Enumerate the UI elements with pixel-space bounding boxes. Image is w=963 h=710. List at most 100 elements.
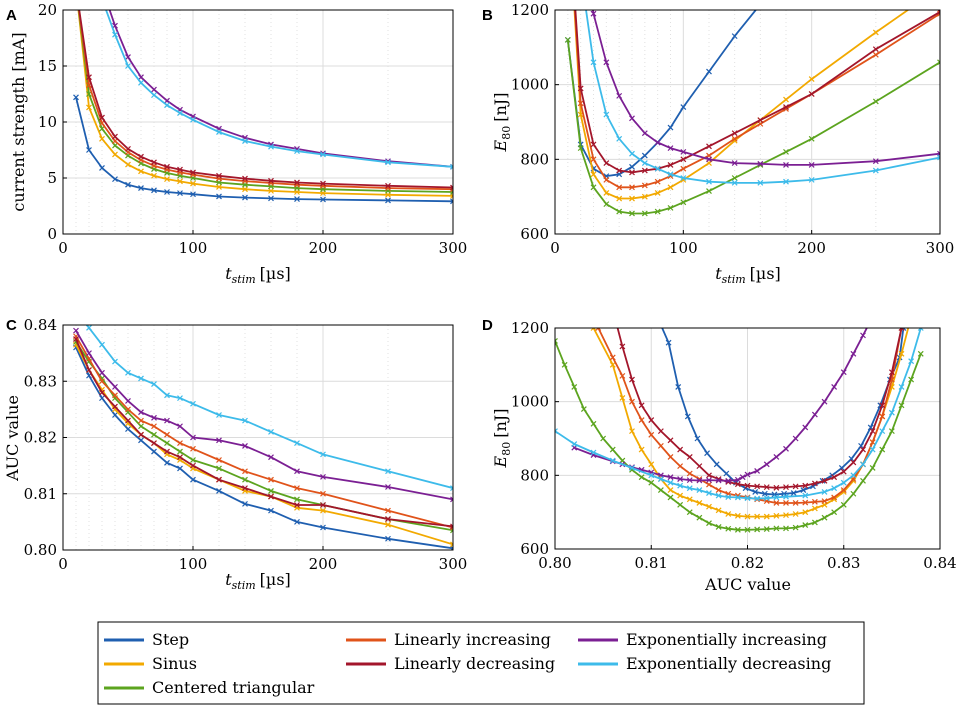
- data-point-step-c: [216, 488, 222, 494]
- data-point-exponentially-increasing-d: [783, 445, 789, 452]
- data-point-linearly-decreasing-b: [629, 169, 635, 176]
- data-point-centered-triangular-d: [706, 520, 712, 527]
- data-point-exponentially-decreasing-b: [937, 154, 940, 161]
- data-point-linearly-decreasing-d: [888, 369, 895, 376]
- data-point-step-d: [723, 470, 730, 477]
- data-point-exponentially-decreasing-d: [879, 428, 886, 435]
- data-point-centered-triangular-c: [268, 488, 274, 494]
- data-point-linearly-decreasing-c: [177, 454, 183, 461]
- data-point-exponentially-decreasing-c: [385, 468, 391, 475]
- data-point-step-d: [694, 435, 701, 442]
- data-point-exponentially-increasing-b: [680, 148, 687, 155]
- data-point-centered-triangular-a: [99, 125, 105, 132]
- data-point-centered-triangular-d: [763, 526, 770, 533]
- data-point-linearly-decreasing-c: [385, 516, 391, 522]
- data-point-linearly-decreasing-b: [680, 156, 687, 163]
- data-point-centered-triangular-d: [555, 337, 558, 344]
- data-point-linearly-increasing-d: [821, 498, 828, 505]
- data-point-step-b: [680, 104, 687, 110]
- data-point-centered-triangular-d: [754, 526, 761, 533]
- axis-label-y-d: E80[nJ]: [491, 409, 513, 469]
- data-point-exponentially-decreasing-d: [908, 358, 915, 365]
- data-point-step-c: [112, 412, 118, 418]
- data-point-linearly-decreasing-c: [216, 476, 222, 483]
- data-point-sinus-b: [603, 190, 610, 196]
- data-point-step-d: [652, 307, 657, 312]
- data-point-step-c: [151, 448, 157, 455]
- data-point-exponentially-increasing-d: [667, 474, 674, 481]
- data-point-centered-triangular-d: [811, 519, 818, 526]
- data-point-exponentially-decreasing-c: [268, 428, 274, 435]
- data-point-exponentially-decreasing-b: [616, 135, 623, 142]
- data-point-sinus-d: [629, 428, 635, 435]
- svg-text:Linearly decreasing: Linearly decreasing: [394, 654, 555, 673]
- data-point-linearly-increasing-b: [731, 135, 738, 142]
- data-point-exponentially-decreasing-a: [216, 129, 222, 136]
- data-point-linearly-increasing-d: [686, 470, 693, 477]
- data-point-centered-triangular-d: [908, 376, 915, 383]
- tick-label-y-c: 0.81: [24, 485, 57, 503]
- series-line-exponentially-increasing-b: [591, 10, 940, 166]
- data-point-linearly-decreasing-a: [268, 177, 274, 184]
- data-point-linearly-decreasing-c: [151, 440, 157, 447]
- data-point-exponentially-decreasing-a: [268, 143, 274, 150]
- data-point-sinus-d: [667, 487, 674, 493]
- data-point-step-a: [73, 94, 79, 101]
- data-point-exponentially-increasing-d: [870, 314, 875, 319]
- data-point-linearly-increasing-d: [706, 481, 712, 488]
- data-point-exponentially-decreasing-b: [706, 178, 712, 185]
- svg-text:Exponentially decreasing: Exponentially decreasing: [626, 654, 831, 673]
- data-point-centered-triangular-b: [641, 210, 648, 217]
- data-point-centered-triangular-d: [580, 406, 587, 412]
- data-point-linearly-decreasing-d: [840, 468, 847, 475]
- data-point-step-a: [138, 185, 144, 192]
- data-point-centered-triangular-d: [831, 509, 838, 516]
- data-point-sinus-a: [112, 151, 118, 158]
- legend-item-step: Step: [104, 630, 189, 649]
- data-point-linearly-decreasing-d: [860, 446, 866, 453]
- data-point-linearly-decreasing-d: [773, 484, 780, 491]
- data-point-exponentially-increasing-d: [739, 474, 746, 481]
- data-point-linearly-increasing-d: [657, 442, 664, 449]
- data-point-linearly-increasing-b: [629, 184, 635, 191]
- series-group-c: [73, 325, 453, 550]
- panel-letter-a: A: [6, 7, 17, 24]
- data-point-centered-triangular-d: [783, 525, 789, 532]
- data-point-linearly-decreasing-b: [872, 46, 879, 53]
- svg-text:Sinus: Sinus: [152, 654, 197, 673]
- data-point-linearly-decreasing-c: [99, 389, 105, 396]
- data-point-exponentially-increasing-d: [734, 476, 741, 483]
- tick-label-x-a: 100: [179, 239, 208, 257]
- svg-text:Step: Step: [152, 630, 189, 649]
- data-point-linearly-decreasing-c: [86, 367, 92, 373]
- data-point-linearly-decreasing-c: [450, 523, 453, 530]
- data-point-step-c: [164, 459, 170, 466]
- data-point-linearly-increasing-d: [677, 463, 684, 470]
- data-point-step-a: [242, 194, 248, 201]
- data-point-exponentially-decreasing-d: [821, 488, 828, 495]
- data-point-exponentially-increasing-d: [802, 424, 809, 431]
- data-point-exponentially-decreasing-d: [917, 328, 924, 331]
- data-point-linearly-increasing-d: [638, 417, 645, 424]
- data-point-centered-triangular-d: [715, 523, 722, 530]
- data-point-linearly-decreasing-c: [112, 403, 118, 410]
- data-point-step-a: [177, 190, 183, 197]
- data-point-linearly-increasing-d: [609, 354, 616, 361]
- data-point-linearly-decreasing-d: [783, 484, 789, 491]
- data-point-exponentially-decreasing-d: [783, 493, 789, 500]
- data-point-exponentially-increasing-b: [757, 160, 764, 167]
- data-point-exponentially-increasing-d: [831, 384, 838, 390]
- data-point-centered-triangular-b: [783, 148, 789, 155]
- data-point-linearly-increasing-c: [294, 485, 300, 492]
- tick-label-y-d: 1000: [511, 393, 549, 411]
- data-point-exponentially-decreasing-a: [450, 163, 453, 170]
- data-point-linearly-increasing-c: [177, 440, 183, 447]
- data-point-exponentially-increasing-c: [73, 327, 79, 334]
- tick-label-x-b: 300: [926, 239, 955, 257]
- data-point-exponentially-increasing-d: [792, 435, 799, 442]
- data-point-exponentially-decreasing-d: [840, 479, 847, 486]
- data-point-centered-triangular-b: [808, 135, 815, 142]
- data-point-centered-triangular-b: [629, 210, 635, 217]
- data-point-exponentially-increasing-b: [603, 59, 610, 66]
- data-point-linearly-decreasing-a: [164, 163, 170, 170]
